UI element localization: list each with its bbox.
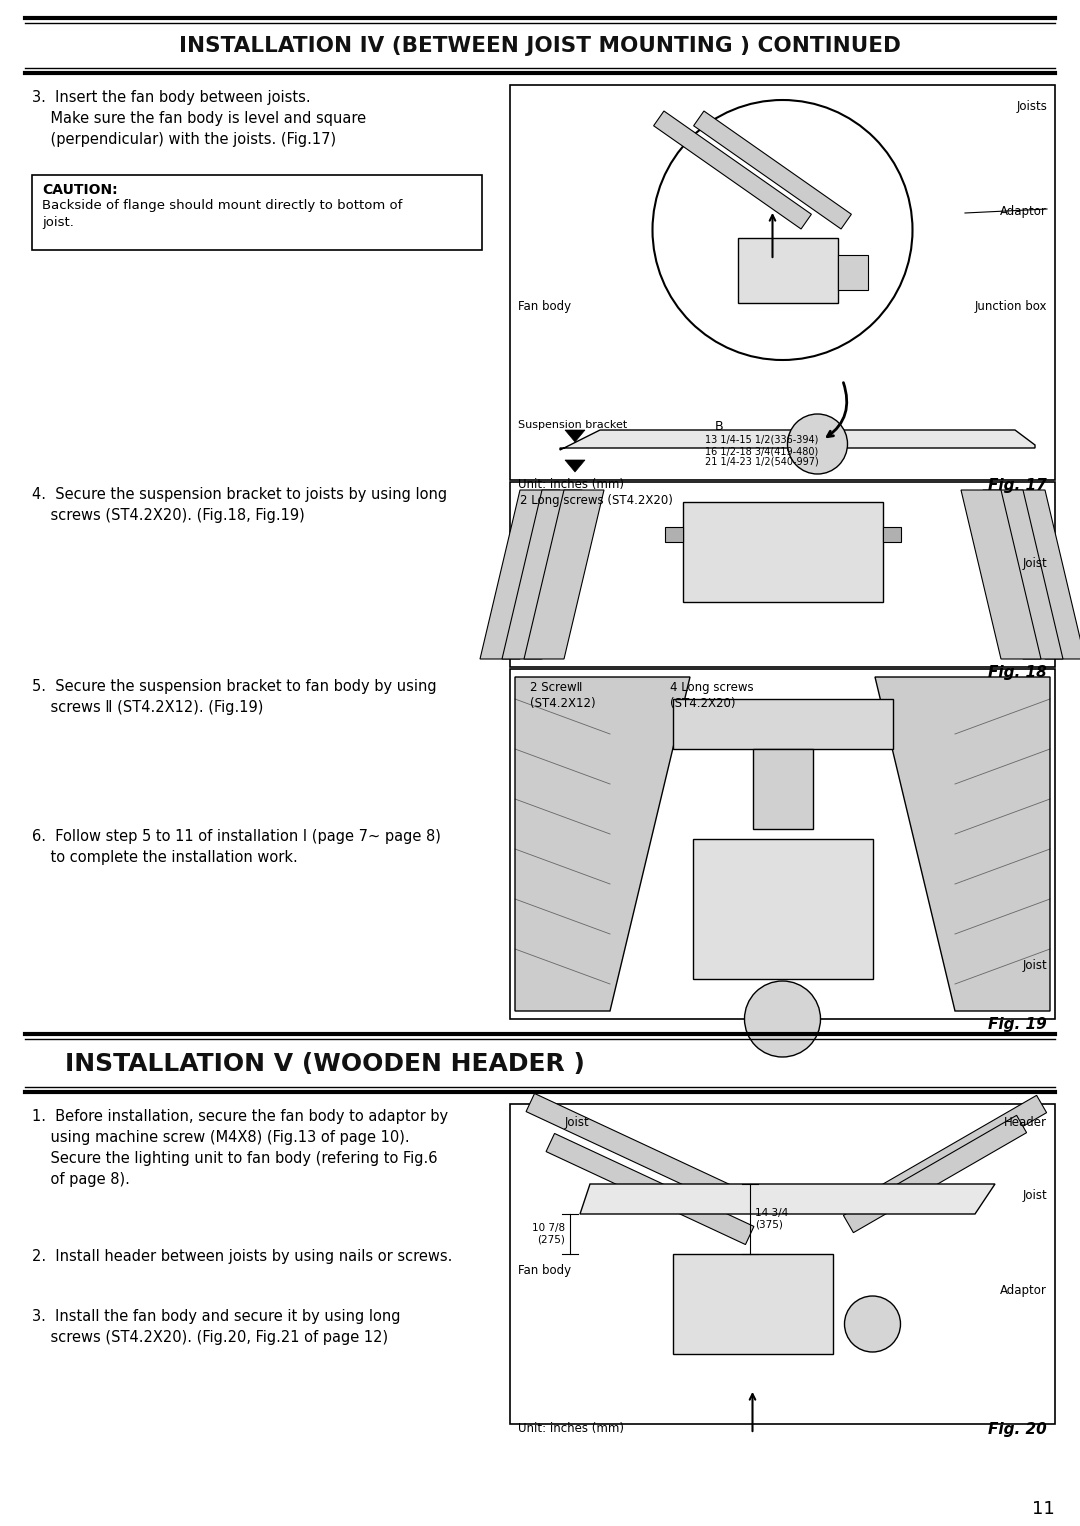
Text: Unit: inches (mm): Unit: inches (mm) — [518, 478, 624, 491]
Text: 4.  Secure the suspension bracket to joists by using long
    screws (ST4.2X20).: 4. Secure the suspension bracket to jois… — [32, 487, 447, 523]
Text: 2 Long screws (ST4.2X20): 2 Long screws (ST4.2X20) — [519, 494, 673, 507]
Text: Fan body: Fan body — [518, 301, 571, 313]
Polygon shape — [653, 111, 811, 229]
Bar — [510, 668, 1055, 1019]
Circle shape — [744, 981, 821, 1058]
Text: Unit: inches (mm): Unit: inches (mm) — [518, 1422, 624, 1434]
Text: Joist: Joist — [1023, 1189, 1047, 1202]
Text: 5.  Secure the suspension bracket to fan body by using
    screws Ⅱ (ST4.2X12). : 5. Secure the suspension bracket to fan … — [32, 679, 436, 716]
Polygon shape — [565, 485, 585, 497]
Polygon shape — [524, 490, 604, 659]
Text: Joist: Joist — [565, 1116, 590, 1129]
Polygon shape — [983, 490, 1063, 659]
Text: 3.  Install the fan body and secure it by using long
    screws (ST4.2X20). (Fig: 3. Install the fan body and secure it by… — [32, 1309, 401, 1344]
Circle shape — [652, 101, 913, 360]
Polygon shape — [863, 1096, 1047, 1213]
Text: Junction box: Junction box — [974, 301, 1047, 313]
Polygon shape — [502, 490, 582, 659]
Bar — [882, 526, 901, 542]
Bar — [25, 18, 1055, 75]
Polygon shape — [561, 430, 1035, 450]
Bar — [510, 482, 1055, 667]
Polygon shape — [565, 430, 585, 443]
Text: Fig. 20: Fig. 20 — [988, 1422, 1047, 1437]
Text: Adaptor: Adaptor — [1000, 204, 1047, 218]
Bar — [673, 1254, 833, 1354]
Polygon shape — [546, 1134, 754, 1245]
Bar — [738, 238, 837, 302]
Text: CAUTION:: CAUTION: — [42, 183, 118, 197]
Text: 1.  Before installation, secure the fan body to adaptor by
    using machine scr: 1. Before installation, secure the fan b… — [32, 1109, 448, 1187]
Text: Joist: Joist — [1023, 958, 1047, 972]
Bar — [837, 255, 867, 290]
Bar — [510, 85, 1055, 481]
Text: Fig. 19: Fig. 19 — [988, 1016, 1047, 1032]
Polygon shape — [526, 1094, 734, 1204]
Text: 4 Long screws
(ST4.2X20): 4 Long screws (ST4.2X20) — [670, 681, 754, 710]
Circle shape — [787, 414, 848, 475]
Text: Fig. 17: Fig. 17 — [988, 478, 1047, 493]
Text: B: B — [715, 420, 724, 433]
Text: 13 1/4-15 1/2(336-394): 13 1/4-15 1/2(336-394) — [705, 435, 819, 446]
Text: 2 ScrewⅡ
(ST4.2X12): 2 ScrewⅡ (ST4.2X12) — [530, 681, 596, 710]
Polygon shape — [843, 1116, 1027, 1233]
Text: 14 3/4
(375): 14 3/4 (375) — [755, 1209, 788, 1230]
Polygon shape — [1005, 490, 1080, 659]
Text: Backside of flange should mount directly to bottom of
joist.: Backside of flange should mount directly… — [42, 198, 403, 229]
Bar — [692, 839, 873, 980]
Polygon shape — [480, 490, 561, 659]
Text: 16 1/2-18 3/4(419-480): 16 1/2-18 3/4(419-480) — [705, 446, 819, 456]
Text: Suspension bracket: Suspension bracket — [518, 420, 627, 430]
Text: Fan body: Fan body — [518, 1264, 571, 1277]
Bar — [753, 749, 812, 829]
Text: Header: Header — [1004, 1116, 1047, 1129]
Bar — [32, 175, 482, 250]
Text: 11: 11 — [1032, 1500, 1055, 1518]
Text: INSTALLATION IV (BETWEEN JOIST MOUNTING ) CONTINUED: INSTALLATION IV (BETWEEN JOIST MOUNTING … — [179, 37, 901, 56]
Polygon shape — [565, 459, 585, 472]
Polygon shape — [515, 678, 690, 1012]
Polygon shape — [580, 1184, 995, 1215]
Text: 10 7/8
(275): 10 7/8 (275) — [531, 1224, 565, 1245]
Text: Joist: Joist — [1023, 557, 1047, 571]
Bar — [673, 699, 892, 749]
Text: 3.  Insert the fan body between joists.
    Make sure the fan body is level and : 3. Insert the fan body between joists. M… — [32, 90, 366, 146]
Bar — [683, 502, 882, 601]
Bar — [664, 526, 683, 542]
Polygon shape — [693, 111, 851, 229]
Text: Adaptor: Adaptor — [1000, 1283, 1047, 1297]
Text: Fig. 18: Fig. 18 — [988, 665, 1047, 681]
Text: INSTALLATION V (WOODEN HEADER ): INSTALLATION V (WOODEN HEADER ) — [65, 1051, 585, 1076]
Polygon shape — [875, 678, 1050, 1012]
Text: 2.  Install header between joists by using nails or screws.: 2. Install header between joists by usin… — [32, 1248, 453, 1264]
Text: Joists: Joists — [1016, 101, 1047, 113]
Circle shape — [845, 1296, 901, 1352]
Text: 6.  Follow step 5 to 11 of installation I (page 7~ page 8)
    to complete the i: 6. Follow step 5 to 11 of installation I… — [32, 829, 441, 865]
Bar — [510, 1103, 1055, 1424]
Text: 21 1/4-23 1/2(540-997): 21 1/4-23 1/2(540-997) — [705, 456, 819, 467]
Polygon shape — [961, 490, 1041, 659]
